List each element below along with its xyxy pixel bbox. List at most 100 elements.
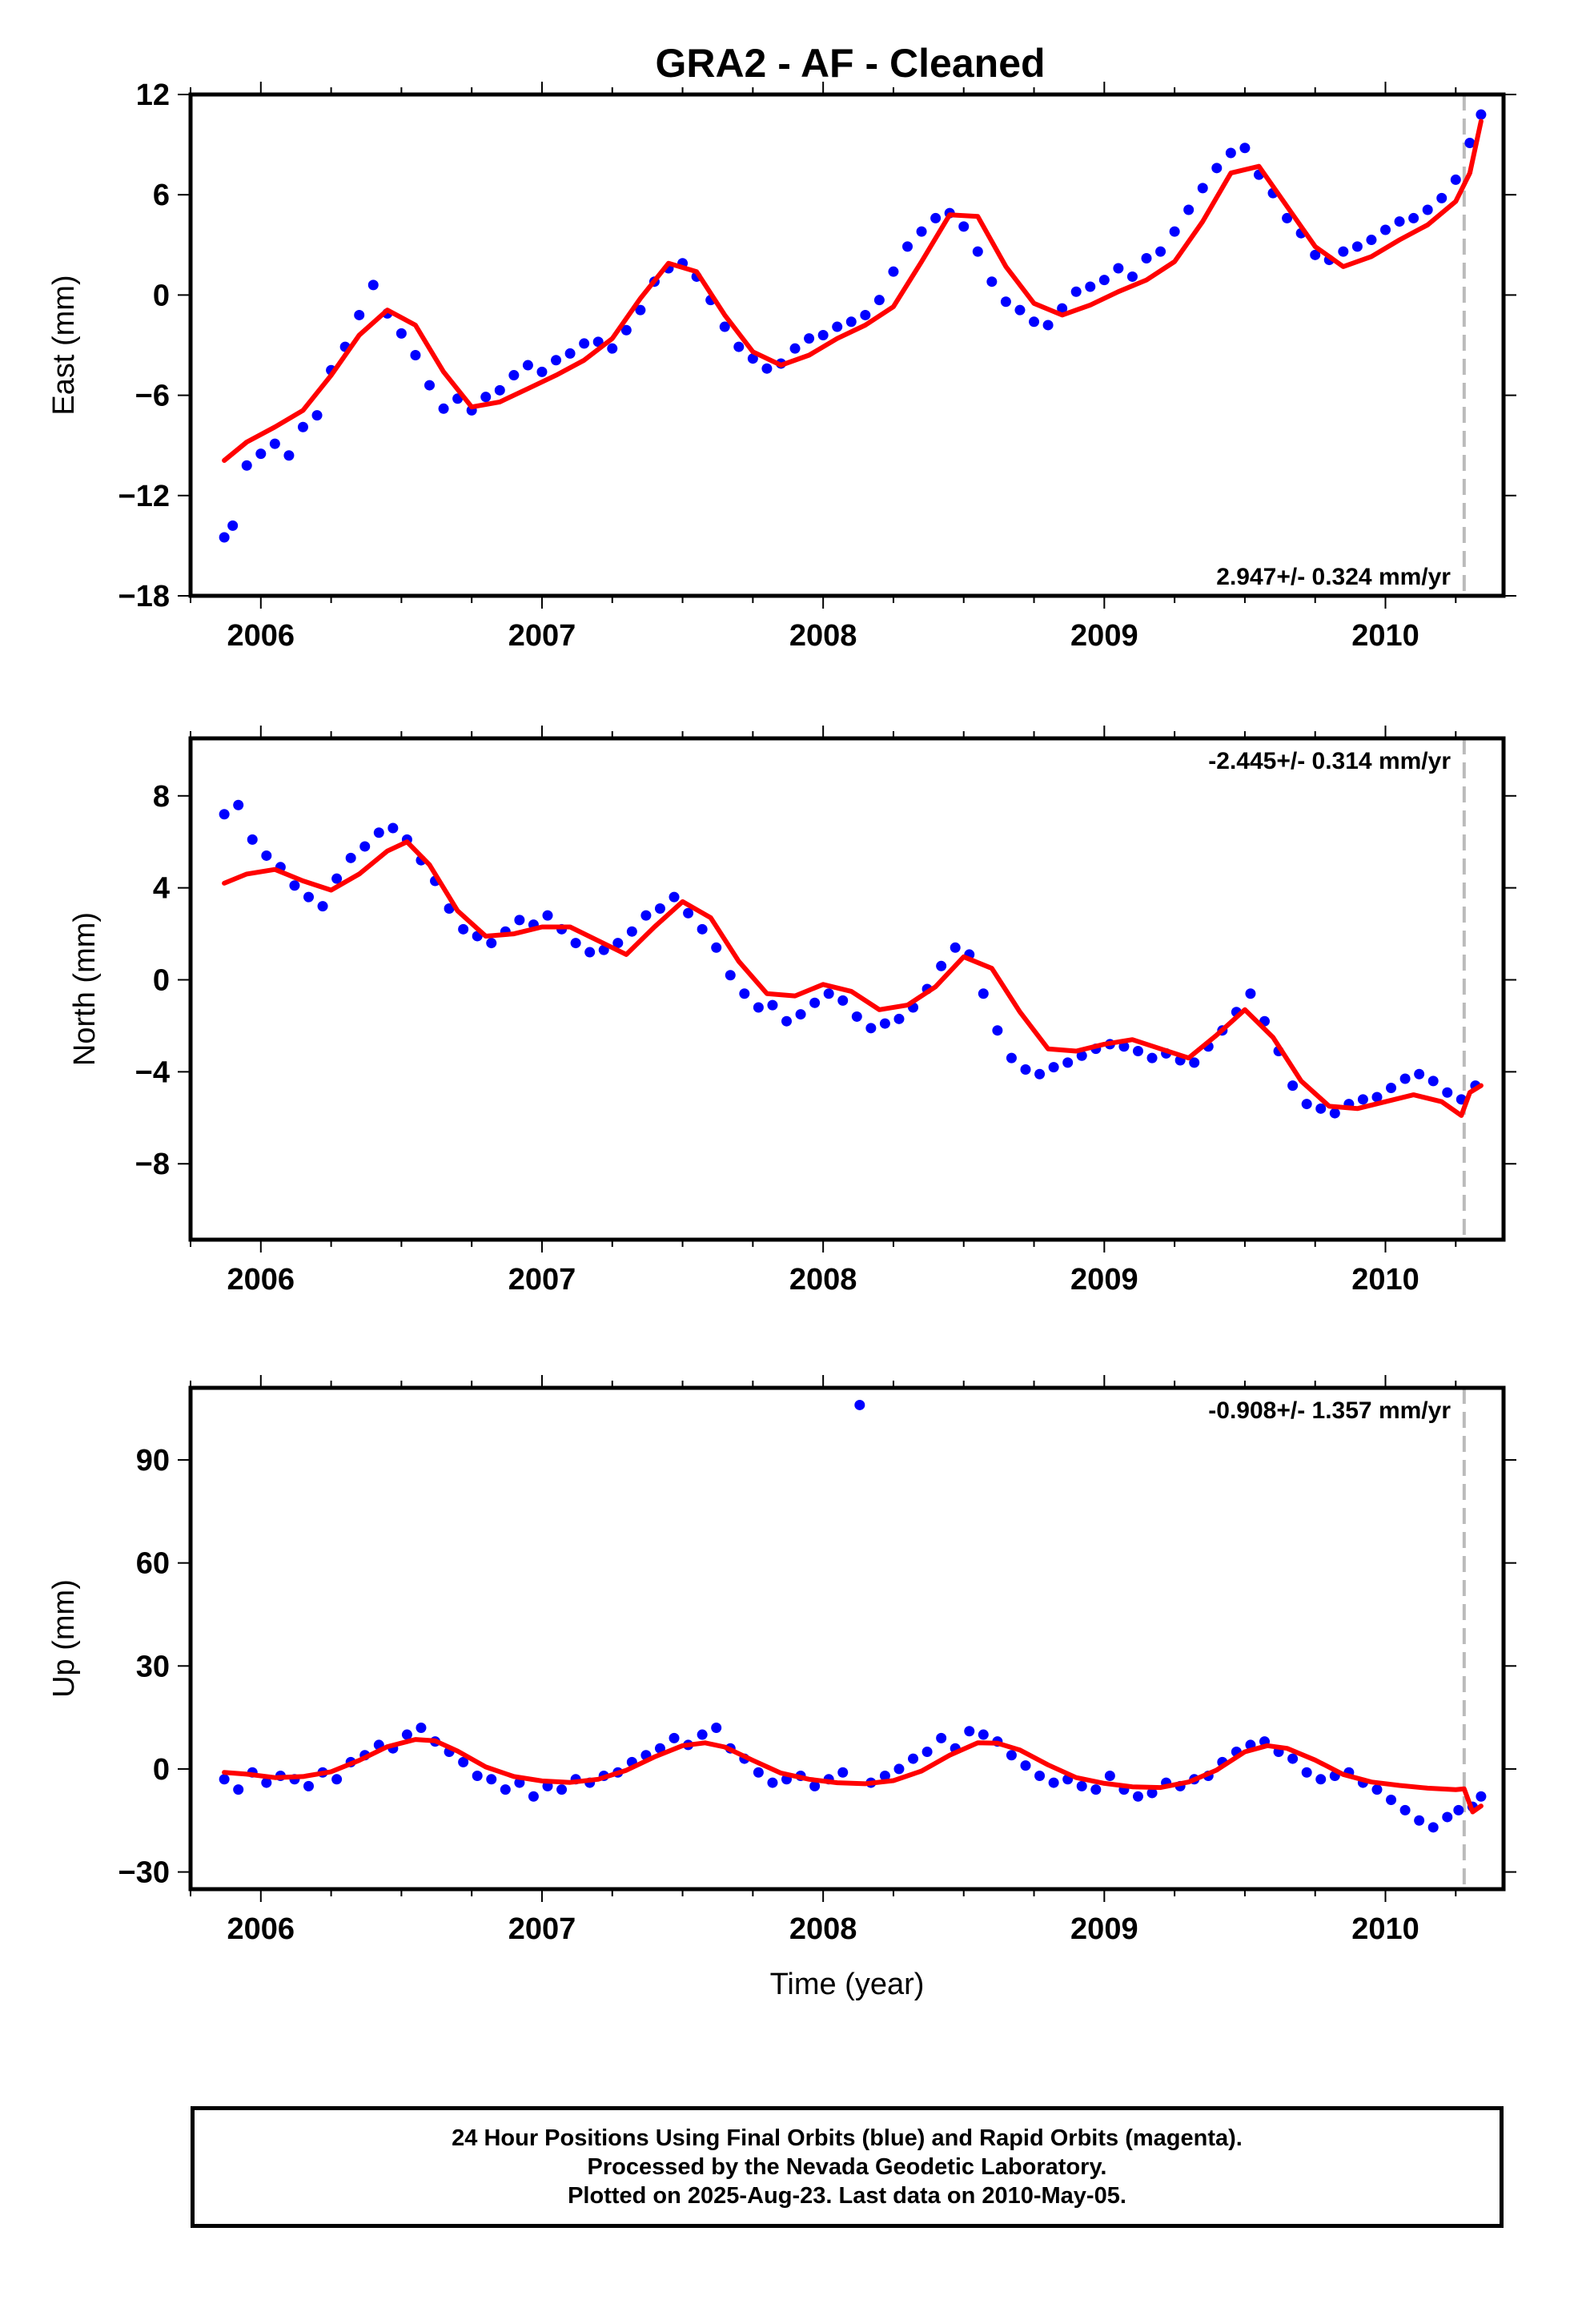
data-point: [761, 363, 773, 374]
y-axis-label: North (mm): [68, 912, 102, 1066]
data-point: [1169, 226, 1180, 237]
data-point: [289, 880, 300, 891]
data-point: [1239, 143, 1251, 154]
panels: 2006 2007 2008 2009 2010 −18 −12 −6 0 6 12 East (mm…: [47, 78, 1516, 1946]
plot-area: [219, 738, 1484, 1240]
data-point: [1399, 1073, 1411, 1084]
data-point: [1422, 204, 1433, 215]
rate-label: -2.445+/- 0.314 mm/yr: [1208, 748, 1451, 774]
data-point: [986, 276, 998, 287]
data-point: [739, 988, 750, 999]
data-point: [767, 999, 778, 1011]
data-point: [1090, 1784, 1102, 1795]
data-point: [424, 380, 436, 391]
data-point: [1394, 216, 1405, 227]
data-point: [317, 901, 328, 912]
data-point: [1197, 183, 1208, 194]
data-point: [1042, 320, 1054, 331]
data-point: [297, 421, 308, 432]
data-point: [331, 873, 343, 884]
data-point: [879, 1771, 890, 1782]
data-point: [1414, 1068, 1425, 1080]
data-point: [845, 316, 857, 328]
data-point: [978, 1729, 989, 1740]
data-point: [950, 942, 961, 953]
data-point: [697, 923, 708, 935]
data-point: [1386, 1082, 1397, 1093]
data-point: [860, 309, 871, 320]
footer-line-1: 24 Hour Positions Using Final Orbits (bl…: [452, 2125, 1243, 2151]
data-point: [1338, 246, 1349, 257]
data-point: [809, 1780, 821, 1791]
data-point: [367, 279, 379, 291]
data-point: [1076, 1050, 1087, 1061]
data-point: [612, 938, 624, 949]
data-point: [354, 309, 365, 320]
data-point: [1057, 303, 1068, 314]
data-point: [480, 392, 492, 403]
data-point: [1329, 1108, 1340, 1119]
data-point: [958, 221, 970, 232]
data-point: [1189, 1057, 1200, 1068]
data-point: [359, 841, 371, 852]
data-point: [921, 1746, 933, 1757]
y-tick-label: −4: [135, 1055, 170, 1089]
data-point: [789, 343, 801, 354]
data-point: [1301, 1767, 1312, 1778]
data-point: [635, 304, 646, 316]
data-point: [1427, 1822, 1439, 1833]
data-point: [1006, 1052, 1017, 1063]
panel-north: 2006 2007 2008 2009 2010 −8 −4 0 4 8 North (mm) -2.…: [68, 726, 1516, 1297]
y-tick-label: 8: [153, 780, 170, 814]
data-point: [303, 1780, 314, 1791]
data-point: [809, 997, 821, 1008]
data-point: [669, 1732, 680, 1743]
data-point: [795, 1009, 806, 1020]
y-tick-label: 30: [136, 1650, 170, 1683]
data-point: [1020, 1064, 1031, 1076]
data-point: [494, 384, 505, 396]
data-point: [817, 329, 829, 340]
data-point: [1118, 1041, 1130, 1052]
data-point: [781, 1015, 792, 1027]
data-point: [1126, 271, 1138, 282]
data-point: [964, 1726, 975, 1737]
data-point: [1380, 224, 1391, 235]
data-point: [303, 891, 314, 903]
data-point: [1315, 1774, 1327, 1785]
data-point: [1020, 1760, 1031, 1771]
data-point: [804, 333, 815, 344]
data-point: [564, 348, 576, 359]
data-point: [1034, 1771, 1046, 1782]
y-tick-label: 0: [153, 1753, 170, 1787]
data-point: [626, 926, 637, 937]
data-point: [1315, 1103, 1327, 1114]
data-point: [1301, 1099, 1312, 1110]
data-point: [570, 938, 581, 949]
x-tick-label: 2009: [1070, 1263, 1138, 1297]
data-point: [930, 212, 942, 223]
data-point: [261, 1777, 272, 1788]
data-point: [1476, 1791, 1487, 1802]
data-point: [1366, 235, 1377, 246]
data-point: [1000, 296, 1011, 308]
data-point: [733, 341, 745, 352]
data-point: [373, 827, 384, 838]
data-point: [1006, 1750, 1017, 1761]
model-fit-line: [222, 119, 1484, 463]
panel-east: 2006 2007 2008 2009 2010 −18 −12 −6 0 6 12 East (mm…: [47, 78, 1516, 653]
data-point: [486, 938, 497, 949]
data-point: [1282, 212, 1293, 223]
data-point: [1146, 1787, 1158, 1799]
data-point: [1146, 1052, 1158, 1063]
data-point: [669, 891, 680, 903]
data-point: [1132, 1046, 1143, 1057]
y-tick-label: 60: [136, 1547, 170, 1581]
data-point: [416, 1722, 427, 1733]
x-tick-label: 2007: [508, 1912, 576, 1946]
data-point: [1408, 212, 1419, 223]
data-point: [1014, 304, 1026, 316]
data-point: [345, 852, 356, 863]
data-point: [893, 1013, 905, 1024]
model-fit-line: [222, 839, 1484, 1118]
